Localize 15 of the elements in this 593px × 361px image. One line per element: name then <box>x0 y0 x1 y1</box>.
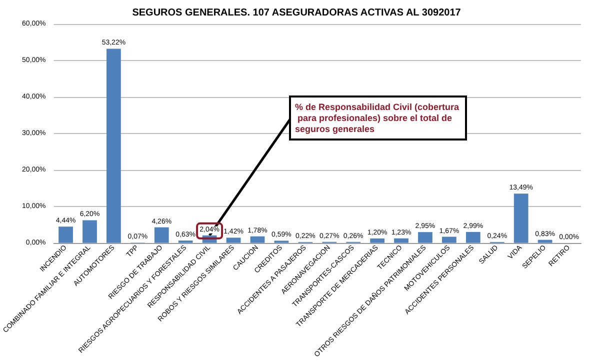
bar <box>466 232 480 243</box>
bar <box>58 226 73 243</box>
bar <box>442 236 456 243</box>
bar <box>538 240 552 243</box>
bar <box>370 238 384 243</box>
chart-title: SEGUROS GENERALES. 107 ASEGURADORAS ACTIVAS AL 3092017 <box>132 8 462 18</box>
bar <box>226 238 241 243</box>
bar <box>154 227 169 243</box>
bar <box>394 238 408 243</box>
bar <box>82 220 97 243</box>
annotation: % de Responsabilidad Civil (cobertura para profesionales) sobre el total de seguros generales <box>295 102 460 134</box>
bar <box>418 232 432 243</box>
bar <box>514 194 528 243</box>
bar <box>250 236 265 243</box>
bar <box>106 48 121 243</box>
